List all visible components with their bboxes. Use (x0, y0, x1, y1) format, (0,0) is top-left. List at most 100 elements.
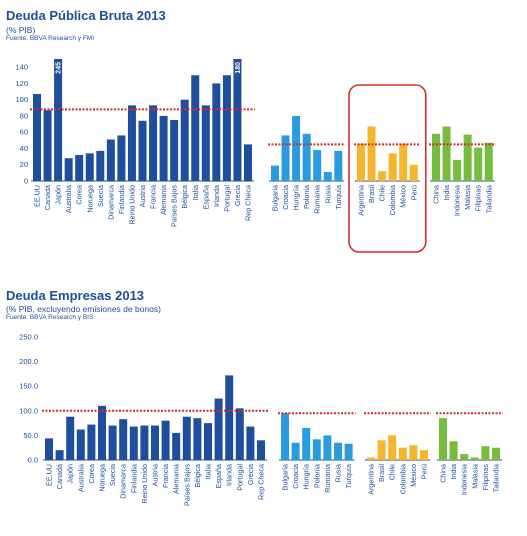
x-tick-label: Rep Checa (257, 464, 266, 500)
x-tick-label: Tailandia (492, 464, 501, 492)
x-tick-label: Dinamarca (106, 185, 115, 220)
x-tick-label: Argentina (357, 185, 366, 216)
corporate-debt-plot: 0.0 50.0 100.0 150.0 200.0 250.0 EE.UU Canadá Ja… (19, 333, 503, 506)
bar (246, 426, 255, 460)
bar (378, 171, 387, 181)
x-tick-label: Rumania (323, 464, 332, 493)
x-tick-label: España (214, 464, 223, 488)
x-tick-label: Reino Unido (140, 464, 149, 504)
x-tick-label: España (201, 185, 210, 209)
chart-source: Fuente: BBVA Research y BIS (6, 314, 94, 321)
bar-value-label: 180 (235, 62, 242, 74)
x-tick-label: Francia (149, 185, 158, 209)
bar (170, 120, 179, 181)
chart-title: Deuda Empresas 2013 (6, 288, 145, 303)
bar (257, 440, 265, 460)
x-tick-label: Rumania (313, 185, 322, 214)
x-tick-label: Perú (409, 185, 418, 200)
x-tick-label: Filipinas (481, 464, 490, 491)
x-tick-label: Australia (64, 185, 73, 213)
x-tick-label: Alemania (172, 464, 181, 494)
x-tick-label: Noruega (85, 185, 94, 213)
bar (357, 143, 365, 181)
public-debt-chart: Deuda Pública Bruta 2013 (% PIB) Fuente:… (6, 8, 496, 253)
x-tick-label: Argentina (367, 464, 376, 495)
x-tick-label: Japón (54, 185, 63, 205)
bar (271, 165, 279, 181)
x-tick-label: Portugal (222, 185, 231, 212)
bar (334, 442, 342, 460)
x-tick-label: Malasia (463, 185, 472, 210)
x-tick-label: México (409, 464, 418, 487)
x-tick-label: Dinamarca (119, 464, 128, 499)
bar (108, 425, 117, 460)
x-tick-label: Croacia (291, 464, 300, 489)
bar (204, 423, 212, 460)
bar (117, 135, 126, 181)
x-tick-label: Suecia (96, 185, 105, 207)
x-tick-label: Suecia (108, 464, 117, 486)
x-tick-label: Bulgaria (271, 185, 280, 211)
x-tick-label: Canadá (43, 185, 52, 210)
bar (222, 75, 231, 181)
bar (182, 416, 191, 460)
x-tick-label: Irlanda (212, 185, 221, 207)
y-tick-label: 0.0 (28, 456, 38, 465)
x-tick-label: Polonia (302, 185, 311, 209)
y-tick-label: 0 (24, 177, 28, 186)
bar (106, 139, 115, 181)
y-tick-label: 150.0 (19, 382, 38, 391)
y-tick-label: 40 (20, 144, 28, 153)
x-tick-label: Grecia (233, 185, 242, 206)
bar (474, 147, 483, 181)
bar (244, 144, 252, 181)
y-tick-label: 250.0 (19, 333, 38, 342)
y-tick-label: 20 (20, 160, 28, 169)
x-tick-label: India (442, 185, 451, 201)
bar (138, 120, 147, 181)
bar (323, 172, 332, 181)
bar (302, 428, 311, 460)
highlight-box (348, 84, 427, 253)
x-tick-label: Austria (138, 185, 147, 207)
x-tick-label: Rep Checa (244, 185, 253, 221)
x-tick-label: Croacia (281, 185, 290, 210)
bar (281, 413, 289, 460)
x-tick-label: Filipinas (474, 185, 483, 212)
bar (449, 441, 458, 460)
x-tick-label: India (449, 464, 458, 480)
bar (442, 126, 451, 181)
bar (98, 405, 106, 460)
x-tick-label: Brasil (367, 185, 376, 203)
x-tick-label: Indonesia (460, 464, 469, 495)
bar (75, 154, 84, 181)
bar (432, 133, 440, 181)
x-tick-label: China (439, 464, 448, 483)
bar (33, 93, 41, 181)
bar (201, 105, 210, 181)
bar (439, 418, 447, 460)
x-tick-label: Bulgaria (281, 464, 290, 490)
bar (159, 115, 168, 181)
x-tick-label: China (432, 185, 441, 204)
bar (292, 115, 301, 181)
y-tick-label: 100 (15, 95, 28, 104)
bar (129, 426, 138, 460)
bar (388, 435, 397, 460)
x-tick-label: Canadá (55, 464, 64, 489)
bar (409, 445, 418, 460)
y-tick-label: 140 (15, 63, 28, 72)
x-tick-label: Finlandia (129, 464, 138, 493)
chart-subtitle: (% PIB, excluyendo emisiones de bonos) (6, 304, 161, 314)
x-tick-label: Austria (151, 464, 160, 486)
x-tick-label: Turquía (334, 185, 343, 210)
bar (55, 450, 64, 460)
x-tick-label: Noruega (98, 464, 107, 492)
x-tick-label: Colombia (398, 464, 407, 494)
y-tick-label: 120 (15, 79, 28, 88)
x-tick-label: EE.UU (45, 464, 54, 486)
x-tick-label: EE.UU (33, 185, 42, 207)
x-tick-label: Países Bajos (182, 464, 191, 506)
x-tick-label: Irlanda (225, 464, 234, 486)
x-tick-label: Países Bajos (170, 185, 179, 227)
